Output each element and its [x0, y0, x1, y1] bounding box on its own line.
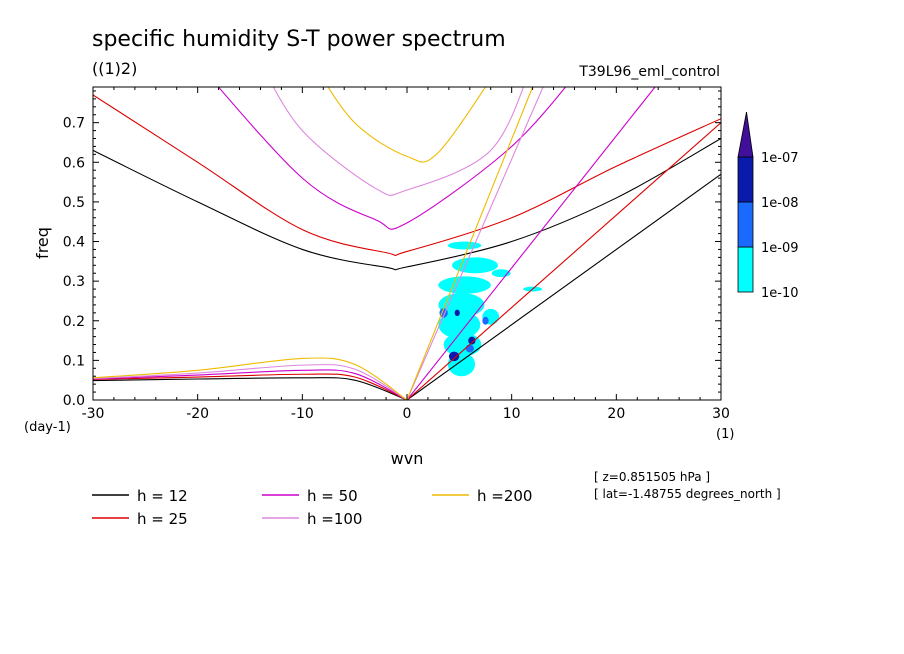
curve-mrg-4: [93, 357, 408, 400]
power-patch-4: [438, 310, 481, 339]
y-tick-label-5: 0.5: [63, 195, 85, 211]
power-patch-12: [482, 316, 489, 325]
x-unit-label: (1): [716, 427, 734, 442]
y-unit-label: (day-1): [24, 420, 71, 435]
power-patch-11: [465, 344, 474, 353]
chart-title: specific humidity S-T power spectrum: [92, 27, 506, 52]
colorbar-box-0: [737, 246, 754, 293]
legend-label-4: h =200: [477, 487, 532, 505]
plot-frame: [92, 86, 722, 401]
y-tick-label-7: 0.7: [63, 116, 85, 132]
colorbar-label-1: 1e-09: [761, 241, 799, 256]
legend: h = 12 h = 25 h = 50 h =100 h =200: [92, 487, 532, 528]
x-tick-label-2: -10: [291, 406, 314, 422]
curve-kelvin-1: [406, 122, 721, 400]
axis-ticks: -30 -20 -10 0 10 20 30 0.0 0.1 0.2 0.3 0.4 0.5 0.6 0.7: [63, 87, 730, 422]
x-axis-label: wvn: [391, 449, 424, 468]
level-info: [ z=0.851505 hPa ]: [594, 470, 710, 484]
legend-label-0: h = 12: [137, 487, 188, 505]
curve-ig-0: [93, 138, 721, 271]
power-contours: [438, 241, 543, 377]
curve-kelvin-4: [406, 87, 534, 400]
legend-label-3: h =100: [307, 510, 362, 528]
y-axis-label: freq: [33, 227, 52, 259]
power-patch-14: [468, 336, 476, 345]
colorbar: 1e-10 1e-09 1e-08 1e-07: [737, 111, 799, 301]
curve-kelvin-0: [406, 173, 721, 400]
curve-kelvin-3: [406, 87, 544, 400]
curve-mrg-1: [93, 373, 408, 400]
curve-ig-1: [93, 94, 721, 257]
y-tick-label-4: 0.4: [63, 235, 85, 251]
curve-kelvin-2: [406, 87, 656, 400]
y-tick-label-3: 0.3: [63, 274, 85, 290]
colorbar-label-0: 1e-10: [761, 286, 799, 301]
colorbar-box-1: [737, 201, 754, 248]
power-patch-13: [448, 351, 460, 362]
power-patch-15: [454, 309, 460, 317]
curve-ig-3: [272, 87, 525, 196]
colorbar-box-2: [737, 156, 754, 203]
x-tick-label-4: 10: [503, 406, 521, 422]
experiment-label: T39L96_eml_control: [578, 64, 720, 80]
y-tick-label-2: 0.2: [63, 314, 85, 330]
power-patch-0: [447, 241, 482, 250]
curve-ig-2: [217, 87, 567, 230]
x-tick-label-6: 30: [712, 406, 730, 422]
x-tick-label-3: 0: [403, 406, 412, 422]
y-tick-label-6: 0.6: [63, 155, 85, 171]
lat-info: [ lat=-1.48755 degrees_north ]: [594, 487, 781, 501]
power-patch-2: [438, 276, 491, 294]
x-tick-label-5: 20: [607, 406, 625, 422]
power-patch-3: [438, 293, 485, 317]
legend-label-2: h = 50: [307, 487, 358, 505]
colorbar-extend-triangle: [737, 111, 754, 158]
y-tick-label-1: 0.1: [63, 353, 85, 369]
colorbar-label-2: 1e-08: [761, 196, 799, 211]
colorbar-label-3: 1e-07: [761, 151, 799, 166]
x-tick-label-1: -20: [186, 406, 209, 422]
curve-mrg-3: [93, 364, 408, 400]
legend-label-1: h = 25: [137, 510, 188, 528]
curve-ig-4: [327, 87, 487, 163]
dispersion-curves: [93, 87, 721, 400]
x-tick-label-0: -30: [82, 406, 105, 422]
curve-mrg-2: [93, 369, 408, 400]
chart-subtitle: ((1)2): [92, 59, 137, 78]
y-tick-label-0: 0.0: [63, 393, 85, 409]
curve-mrg-0: [93, 377, 408, 400]
